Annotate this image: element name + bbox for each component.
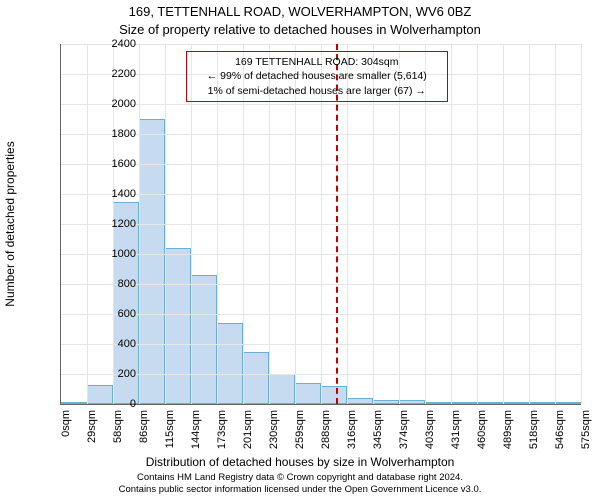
histogram-bar [269, 374, 295, 404]
histogram-bar [191, 275, 217, 404]
x-tick-label: 173sqm [216, 410, 228, 449]
histogram-bar [529, 402, 555, 404]
callout-line-2: ← 99% of detached houses are smaller (5,… [193, 69, 441, 83]
y-tick-label: 600 [64, 308, 136, 320]
y-tick-label: 200 [64, 368, 136, 380]
gridline-v [529, 44, 530, 404]
footer-line-2: Contains public sector information licen… [119, 484, 482, 495]
histogram-bar [425, 402, 451, 404]
x-tick-label: 489sqm [502, 410, 514, 449]
y-tick-label: 1000 [64, 248, 136, 260]
y-tick-label: 1800 [64, 128, 136, 140]
y-tick-label: 0 [64, 398, 136, 410]
y-tick-label: 2000 [64, 98, 136, 110]
gridline-v [165, 44, 166, 404]
y-tick-label: 800 [64, 278, 136, 290]
gridline-v [477, 44, 478, 404]
histogram-bar [217, 323, 243, 404]
callout-line-1: 169 TETTENHALL ROAD: 304sqm [193, 55, 441, 69]
x-tick-label: 374sqm [398, 410, 410, 449]
plot-area: 169 TETTENHALL ROAD: 304sqm← 99% of deta… [60, 44, 581, 405]
histogram-bar [165, 248, 191, 404]
x-axis-label: Distribution of detached houses by size … [0, 455, 600, 469]
histogram-bar [321, 386, 347, 404]
chart-title-sub: Size of property relative to detached ho… [0, 22, 600, 37]
x-tick-label: 345sqm [372, 410, 384, 449]
y-tick-label: 400 [64, 338, 136, 350]
histogram-bar [139, 119, 165, 404]
histogram-bar [243, 352, 269, 405]
gridline-v [581, 44, 582, 404]
chart-title-main: 169, TETTENHALL ROAD, WOLVERHAMPTON, WV6… [0, 4, 600, 19]
x-tick-label: 288sqm [320, 410, 332, 449]
x-tick-label: 201sqm [242, 410, 254, 449]
x-tick-label: 86sqm [138, 410, 150, 443]
gridline-v [451, 44, 452, 404]
gridline-v [503, 44, 504, 404]
y-axis-label: Number of detached properties [3, 141, 17, 306]
y-tick-label: 2200 [64, 68, 136, 80]
gridline-v [139, 44, 140, 404]
x-tick-label: 431sqm [450, 410, 462, 449]
y-tick-label: 1400 [64, 188, 136, 200]
y-tick-label: 1200 [64, 218, 136, 230]
histogram-bar [503, 402, 529, 404]
histogram-bar [477, 402, 503, 404]
x-tick-label: 403sqm [424, 410, 436, 449]
x-tick-label: 546sqm [554, 410, 566, 449]
x-tick-label: 518sqm [528, 410, 540, 449]
gridline-v [555, 44, 556, 404]
x-tick-label: 0sqm [60, 410, 72, 437]
histogram-bar [555, 402, 581, 404]
footer-attribution: Contains HM Land Registry data © Crown c… [0, 472, 600, 496]
histogram-bar [399, 400, 425, 405]
callout-line-3: 1% of semi-detached houses are larger (6… [193, 84, 441, 98]
histogram-bar [451, 402, 477, 404]
x-tick-label: 115sqm [164, 410, 176, 448]
x-tick-label: 29sqm [86, 410, 98, 443]
x-tick-label: 460sqm [476, 410, 488, 449]
histogram-bar [373, 400, 399, 405]
x-tick-label: 144sqm [190, 410, 202, 449]
callout-box: 169 TETTENHALL ROAD: 304sqm← 99% of deta… [186, 51, 448, 102]
y-tick-label: 2400 [64, 38, 136, 50]
footer-line-1: Contains HM Land Registry data © Crown c… [137, 472, 463, 483]
x-tick-label: 575sqm [580, 410, 592, 449]
property-size-chart: 169, TETTENHALL ROAD, WOLVERHAMPTON, WV6… [0, 0, 600, 500]
y-tick-label: 1600 [64, 158, 136, 170]
x-tick-label: 259sqm [294, 410, 306, 449]
x-tick-label: 316sqm [346, 410, 358, 449]
histogram-bar [295, 383, 321, 404]
x-tick-label: 230sqm [268, 410, 280, 449]
histogram-bar [347, 398, 373, 404]
x-tick-label: 58sqm [112, 410, 124, 443]
